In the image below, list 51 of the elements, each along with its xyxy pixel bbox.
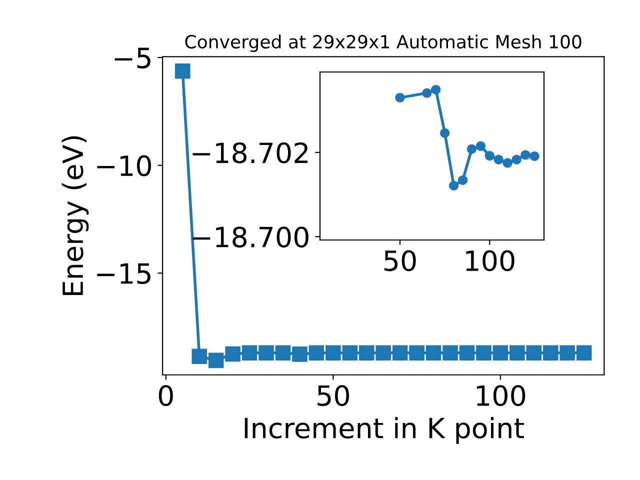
point [510, 345, 525, 361]
point [512, 154, 522, 164]
point [174, 63, 190, 79]
y-tick-label: −15 [97, 263, 150, 284]
point [526, 345, 542, 361]
point [258, 345, 274, 361]
point [448, 180, 459, 191]
point [326, 345, 341, 361]
point [225, 346, 240, 362]
point [520, 150, 530, 160]
point [494, 154, 504, 164]
point [342, 345, 358, 361]
point [242, 345, 258, 361]
point [466, 144, 477, 154]
point [426, 345, 442, 361]
point [376, 345, 391, 361]
y-tick-label: −18.702 [192, 142, 308, 164]
point [530, 151, 540, 162]
point [492, 345, 508, 361]
point [392, 345, 408, 361]
point [422, 88, 432, 98]
point [476, 141, 486, 151]
chart-title: Converged at 29x29x1 Automatic Mesh 100 [185, 34, 582, 52]
point [502, 158, 512, 168]
point [430, 84, 441, 95]
point [440, 128, 450, 138]
x-tick-label: 100 [466, 250, 514, 272]
x-tick-label: 50 [318, 385, 350, 406]
x-tick-label: 0 [158, 385, 173, 406]
point [208, 352, 224, 368]
point [476, 345, 492, 361]
point [442, 345, 458, 361]
point [576, 345, 592, 361]
point [458, 175, 468, 186]
x-tick-label: 50 [384, 250, 416, 272]
point [358, 345, 374, 361]
y-tick-label: −10 [97, 155, 151, 176]
x-tick-label: 100 [476, 385, 526, 406]
point [459, 345, 475, 361]
point [275, 345, 291, 361]
point [192, 348, 207, 364]
y-axis-title: Energy (eV) [62, 136, 89, 295]
point [395, 92, 405, 103]
point [292, 346, 308, 362]
point [542, 345, 558, 361]
point [409, 345, 424, 361]
point [560, 345, 575, 361]
x-axis-title: Increment in K point [244, 417, 524, 444]
y-tick-label: −5 [114, 48, 150, 68]
point [484, 150, 495, 161]
point [308, 345, 324, 361]
